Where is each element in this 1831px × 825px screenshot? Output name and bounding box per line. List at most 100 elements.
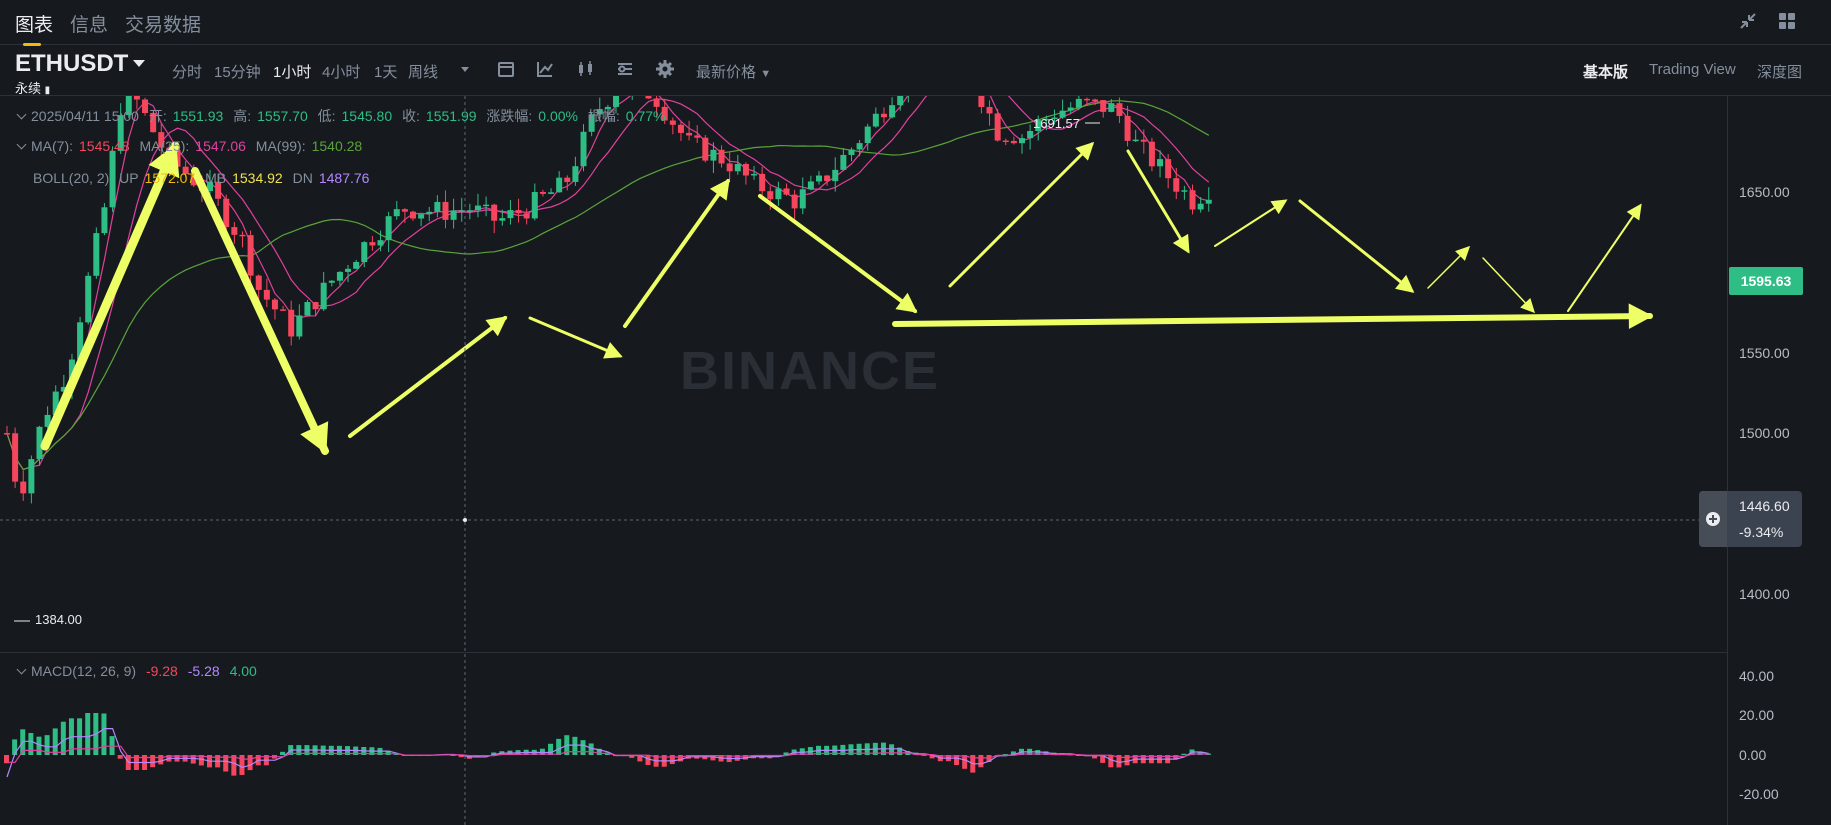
annotation-arrowhead [1075, 141, 1095, 161]
macd-dea-line [7, 745, 1209, 763]
candle [726, 163, 733, 172]
candle [702, 137, 709, 161]
macd-bar [150, 755, 156, 768]
add-alert-button[interactable] [1699, 491, 1727, 547]
candle [767, 191, 774, 200]
candle [418, 214, 425, 219]
symbol-dropdown-icon[interactable] [133, 60, 145, 67]
candle [1051, 117, 1058, 120]
candle [1067, 107, 1074, 111]
gear-icon[interactable] [655, 59, 675, 79]
candles [4, 96, 1212, 504]
interval-4h[interactable]: 4小时 [322, 64, 361, 81]
candle-type-icon[interactable] [576, 59, 596, 79]
candle [840, 154, 847, 170]
macd-bar [954, 755, 960, 765]
interval-1h[interactable]: 1小时 [273, 64, 312, 81]
interval-dropdown-icon[interactable] [455, 59, 475, 79]
price-axis-tick: 1500.00 [1739, 425, 1790, 441]
macd-bar [929, 755, 935, 759]
macd-bar [897, 747, 903, 755]
tab-trading-data-label: 交易数据 [125, 15, 202, 36]
high-marker: 1691.57 [1033, 116, 1080, 131]
price-type-select[interactable]: 最新价格 ▼ [696, 61, 771, 82]
annotation-arrow [1482, 257, 1534, 312]
macd-axis-tick: 40.00 [1739, 668, 1775, 684]
ohlc-date: 2025/04/11 15:00 [31, 108, 139, 124]
candle [1157, 159, 1164, 167]
annotation-arrowhead [1628, 303, 1653, 330]
candle [1083, 98, 1090, 101]
candle [223, 198, 230, 228]
candle [288, 309, 295, 337]
macd-bar [556, 738, 562, 755]
indicator-icon[interactable] [535, 59, 555, 79]
tab-chart[interactable]: 图表 [15, 10, 54, 46]
candle [328, 280, 335, 283]
candle [1075, 98, 1082, 108]
macd-bar [4, 755, 9, 764]
macd-axis-tick: -20.00 [1739, 786, 1779, 802]
candle [393, 209, 400, 217]
annotation-arrow [1126, 149, 1190, 253]
annotation-arrowhead [1172, 233, 1190, 254]
annotation-arrow [1214, 200, 1286, 247]
candle [1010, 140, 1017, 144]
macd-bar [474, 755, 480, 758]
candle [1059, 110, 1066, 118]
view-depth[interactable]: 深度图 [1757, 64, 1803, 81]
ma7-label: MA(7): [31, 138, 73, 154]
candle [442, 201, 449, 220]
chevron-down-icon[interactable] [16, 139, 27, 150]
candle [85, 275, 92, 323]
tab-info[interactable]: 信息 [70, 10, 108, 37]
annotation-arrowhead [1455, 245, 1471, 261]
candle [596, 109, 603, 115]
macd-bar [190, 755, 196, 764]
boll-row: BOLL(20, 2) UP 1572.07 MB 1534.92 DN 1487.7… [33, 170, 375, 186]
candlestick-chart[interactable] [0, 96, 1727, 825]
annotation-arrow [623, 179, 730, 328]
interval-weekly[interactable]: 周线 [408, 64, 439, 81]
calendar-icon[interactable] [496, 59, 516, 79]
view-tradingview[interactable]: Trading View [1649, 61, 1736, 78]
crosshair-price: 1446.60 [1739, 498, 1790, 514]
collapse-icon[interactable] [1737, 10, 1759, 32]
candle [1035, 120, 1042, 132]
tab-trading-data[interactable]: 交易数据 [125, 10, 201, 37]
candle [190, 174, 197, 186]
price-axis-tick: 1550.00 [1739, 345, 1790, 361]
macd-bar [1124, 755, 1130, 766]
candle [385, 216, 392, 241]
annotation-arrow [191, 167, 329, 455]
change-value: 0.00% [538, 108, 578, 124]
symbol-name[interactable]: ETHUSDT [15, 50, 129, 77]
chevron-down-icon[interactable] [16, 664, 27, 675]
candle [604, 106, 611, 110]
candle [182, 166, 189, 175]
candle [377, 240, 384, 246]
interval-time[interactable]: 分时 [172, 64, 203, 81]
chart-settings-icon[interactable] [615, 59, 635, 79]
boll-label: BOLL(20, 2) [33, 170, 110, 186]
macd-bar [629, 755, 635, 758]
interval-15m[interactable]: 15分钟 [214, 64, 261, 81]
macd-dea-value: -5.28 [187, 663, 220, 679]
candle [1043, 118, 1050, 121]
macd-bar [710, 755, 716, 761]
macd-bar [85, 713, 91, 755]
candle [207, 181, 213, 192]
macd-axis-tick: 0.00 [1739, 747, 1767, 763]
tab-chart-label: 图表 [15, 15, 54, 36]
layout-grid-icon[interactable] [1776, 10, 1798, 32]
chevron-down-icon[interactable] [16, 109, 27, 120]
active-tab-underline [23, 43, 41, 46]
view-basic[interactable]: 基本版 [1583, 64, 1629, 81]
interval-1d[interactable]: 1天 [374, 64, 398, 81]
pane-divider [0, 652, 1727, 653]
candle [450, 210, 457, 220]
candle [142, 99, 149, 113]
low-value: 1545.80 [341, 108, 393, 124]
macd-bar [450, 755, 456, 756]
change-label: 涨跌幅: [486, 108, 533, 124]
